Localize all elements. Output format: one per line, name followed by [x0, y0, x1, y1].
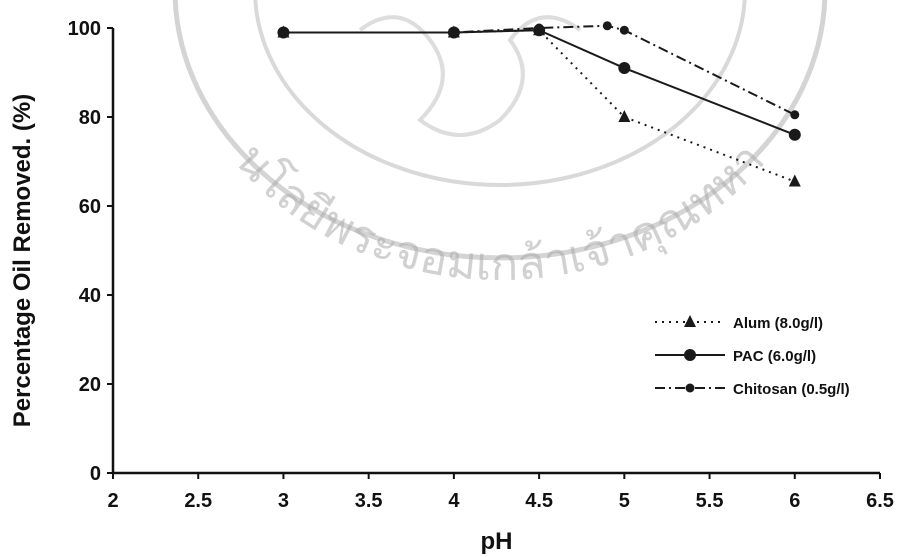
y-tick-label: 20: [79, 374, 101, 396]
data-point-circle: [790, 110, 800, 120]
x-tick-label: 5.5: [696, 490, 724, 512]
watermark-emblem: [358, 15, 582, 137]
watermark-seal: นโลยีพระจอมเกล้าเจ้าคุณทหา: [172, 0, 828, 291]
series-3: [278, 21, 800, 120]
y-tick-label: 0: [90, 463, 101, 485]
legend: Alum (8.0g/l) PAC (6.0g/l) Chitosan (0.5g/…: [655, 315, 850, 398]
watermark-ring-inner: [253, 0, 747, 187]
series-layer: [277, 21, 801, 187]
x-tick-label: 4: [448, 490, 460, 512]
data-point-circle: [618, 62, 631, 75]
x-axis-title: pH: [481, 528, 513, 555]
legend-entry: PAC (6.0g/l): [655, 348, 816, 365]
data-point-circle: [684, 349, 696, 361]
x-tick-label: 5: [619, 490, 630, 512]
data-point-triangle: [618, 110, 631, 122]
y-axis-title: Percentage Oil Removed. (%): [9, 94, 36, 427]
y-tick-label: 40: [79, 285, 101, 307]
x-tick-label: 6.5: [866, 490, 894, 512]
watermark-text: นโลยีพระจอมเกล้าเจ้าคุณทหา: [225, 132, 775, 291]
legend-entry: Alum (8.0g/l): [655, 315, 823, 332]
data-point-circle: [278, 27, 288, 37]
data-point-triangle: [788, 174, 801, 187]
series-line: [283, 24, 796, 116]
axes: 2 2.5 3 3.5 4 4.5 5 5.5 6 6.5 0 20 40 60 80 100 pH Percen…: [9, 18, 894, 555]
y-tick-label: 80: [79, 107, 101, 129]
data-point-circle: [534, 23, 544, 33]
data-point-circle: [685, 383, 695, 393]
legend-entry: Chitosan (0.5g/l): [655, 381, 850, 398]
x-tick-label: 6: [789, 490, 800, 512]
watermark-ring-outer: [172, 0, 828, 261]
x-tick-label: 2: [107, 490, 118, 512]
legend-label: Alum (8.0g/l): [733, 315, 823, 332]
x-tick-label: 4.5: [525, 490, 553, 512]
legend-label: PAC (6.0g/l): [733, 348, 816, 365]
y-tick-label: 60: [79, 196, 101, 218]
series-2: [277, 24, 801, 141]
data-point-circle: [602, 21, 612, 31]
x-tick-label: 3.5: [355, 490, 383, 512]
legend-label: Chitosan (0.5g/l): [733, 381, 850, 398]
data-point-triangle: [684, 315, 696, 327]
data-point-circle: [788, 128, 801, 141]
x-tick-label: 2.5: [184, 490, 212, 512]
data-point-circle: [619, 25, 629, 35]
y-tick-label: 100: [68, 18, 101, 40]
x-tick-label: 3: [278, 490, 289, 512]
data-point-circle: [449, 27, 459, 37]
